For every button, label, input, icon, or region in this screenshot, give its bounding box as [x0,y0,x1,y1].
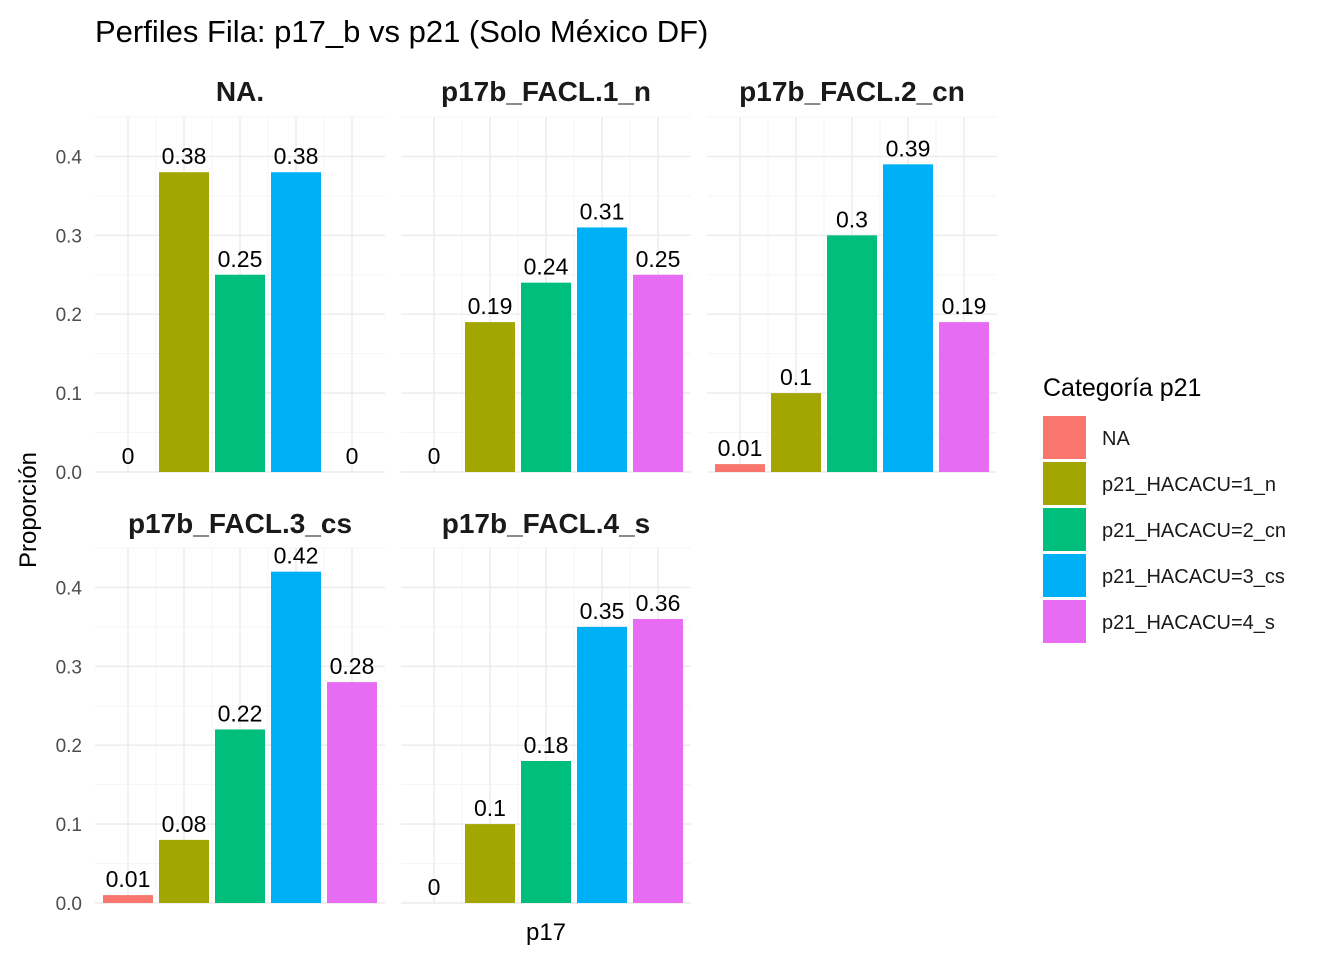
bar [159,172,209,472]
facet-panel: NA. 0.0 0.1 0.2 0.3 0.4 0 0.38 0.25 0.38 0 [56,76,385,484]
bar [577,227,627,472]
bar-value-label: 0.25 [636,246,681,272]
legend-label: p21_HACACU=3_cs [1102,566,1285,588]
bar-value-label: 0.19 [942,293,987,319]
bar-value-label: 0.35 [580,598,625,624]
bar-value-label: 0.38 [274,143,319,169]
y-tick-label: 0.4 [56,578,83,599]
bar [633,274,683,472]
y-tick-label: 0.3 [56,657,82,678]
facet-panel: p17b_FACL.2_cn 0.01 0.1 0.3 0.39 0.19 [707,76,997,473]
facet-strip-title: p17b_FACL.2_cn [739,76,965,107]
y-tick-label: 0.2 [56,736,82,757]
y-tick-label: 0.0 [56,463,82,484]
bar [465,824,515,903]
bar [883,164,933,473]
y-tick-label: 0.0 [56,894,82,915]
bar [521,761,571,903]
bar [521,282,571,472]
bar-value-label: 0.08 [162,811,207,837]
bar [271,571,321,903]
bar-value-label: 0.22 [218,700,263,726]
legend-key [1043,416,1086,459]
bar-value-label: 0.36 [636,590,681,616]
bar-value-label: 0.01 [718,435,763,461]
legend: Categoría p21 NA p21_HACACU=1_n p21_HACACU… [1043,374,1286,643]
y-tick-label: 0.1 [56,815,82,836]
bar-value-label: 0.39 [886,135,931,161]
y-tick-label: 0.4 [56,147,83,168]
bar [771,393,821,472]
facet-panels: NA.0.00.10.20.30.400.380.250.380p17b_FAC… [56,76,997,915]
bar [827,235,877,472]
bar-value-label: 0.1 [474,795,506,821]
y-tick-label: 0.3 [56,226,82,247]
bar [327,682,377,903]
bar-value-label: 0 [346,443,359,469]
bar [215,729,265,903]
bar-value-label: 0.1 [780,364,812,390]
bar-value-label: 0.19 [468,293,513,319]
bar [159,839,209,903]
bar-value-label: 0.38 [162,143,207,169]
facet-panel: p17b_FACL.3_cs 0.0 0.1 0.2 0.3 0.4 0.01 0.08 0.2… [56,508,385,915]
bar-value-label: 0.18 [524,732,569,758]
bar-value-label: 0.25 [218,246,263,272]
legend-label: p21_HACACU=2_cn [1102,520,1286,542]
bar [715,464,765,472]
bar [271,172,321,472]
legend-label: NA [1102,428,1130,450]
facet-panel: p17b_FACL.1_n 0 0.19 0.24 0.31 0.25 [401,76,691,473]
y-tick-label: 0.2 [56,305,82,326]
bar-value-label: 0 [122,443,135,469]
y-axis-title: Proporción [15,452,42,568]
bar [215,274,265,472]
facet-panel: p17b_FACL.4_s 0 0.1 0.18 0.35 0.36 [401,508,691,904]
legend-title: Categoría p21 [1043,374,1201,402]
legend-label: p21_HACACU=4_s [1102,612,1275,634]
bar-value-label: 0.01 [106,866,151,892]
chart-title: Perfiles Fila: p17_b vs p21 (Solo México… [95,14,708,49]
facet-strip-title: p17b_FACL.3_cs [128,508,352,539]
bar-value-label: 0 [428,443,441,469]
bar-value-label: 0.31 [580,198,625,224]
bar-value-label: 0.3 [836,206,868,232]
bar [465,322,515,472]
legend-key [1043,600,1086,643]
bar [939,322,989,472]
bar-value-label: 0 [428,874,441,900]
x-axis-title: p17 [526,919,566,946]
legend-key [1043,554,1086,597]
facet-strip-title: p17b_FACL.4_s [442,508,651,539]
legend-key [1043,508,1086,551]
facet-strip-title: NA. [216,76,264,107]
bar [577,626,627,903]
bar [103,895,153,903]
bar-value-label: 0.42 [274,543,319,569]
y-tick-label: 0.1 [56,384,82,405]
facet-strip-title: p17b_FACL.1_n [441,76,651,107]
bar-value-label: 0.24 [524,254,569,280]
bar [633,619,683,903]
bar-value-label: 0.28 [330,653,375,679]
legend-key [1043,462,1086,505]
legend-label: p21_HACACU=1_n [1102,474,1276,496]
